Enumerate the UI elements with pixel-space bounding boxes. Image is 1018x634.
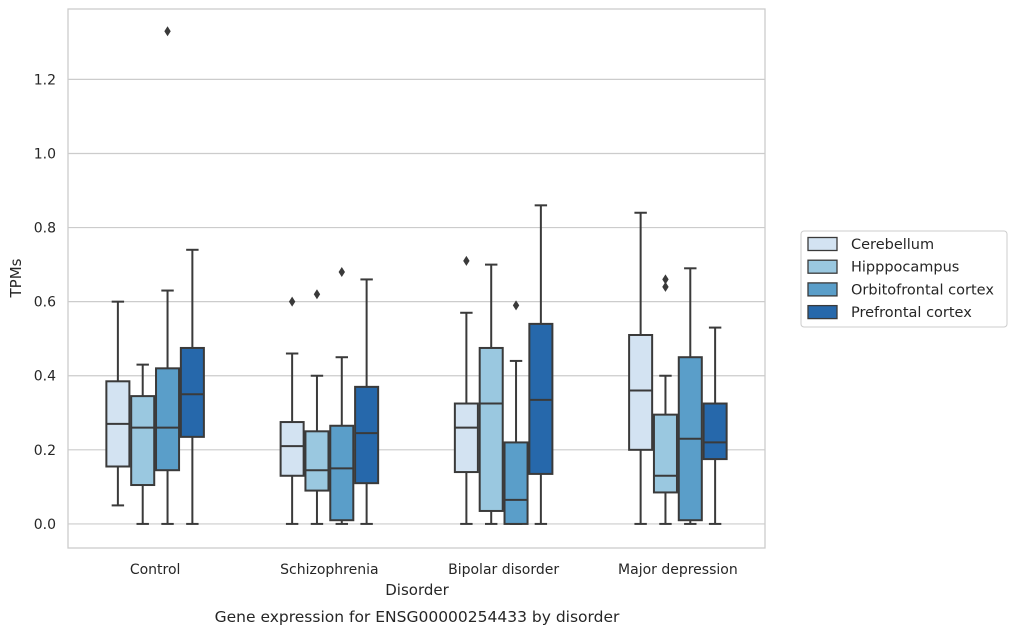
- x-tick-label: Control: [130, 562, 181, 578]
- outlier-point: [463, 255, 470, 266]
- box-orbitofrontal-cortex-control: [155, 26, 181, 525]
- legend: Cerebellum Hipppocampus Orbitofrontal cort…: [800, 230, 1008, 328]
- y-tick-label: 0.0: [34, 517, 56, 533]
- x-axis-label: Disorder: [385, 581, 449, 599]
- x-tick-labels: Control Schizophrenia Bipolar disorder Majo…: [130, 562, 738, 578]
- legend-frame: [800, 230, 1008, 328]
- outlier-point: [512, 300, 520, 311]
- chart-caption: Gene expression for ENSG00000254433 by d…: [215, 608, 620, 626]
- box-cerebellum-control: [105, 300, 131, 507]
- legend-label: Hipppocampus: [851, 260, 959, 276]
- box-hipppocampus-control: [130, 363, 156, 525]
- y-tick-label: 0.8: [34, 221, 56, 237]
- box-orbitofrontal-cortex-major-depression: [677, 267, 703, 525]
- iqr-box: [354, 385, 380, 485]
- iqr-box: [155, 367, 181, 472]
- y-tick-label: 0.4: [34, 369, 56, 385]
- y-tick-label: 0.2: [34, 443, 56, 459]
- legend-swatch: [807, 304, 838, 320]
- iqr-box: [702, 402, 728, 461]
- iqr-box: [478, 346, 504, 512]
- iqr-box: [453, 402, 479, 474]
- box-prefrontal-cortex-bipolar-disorder: [528, 204, 554, 525]
- box-orbitofrontal-cortex-bipolar-disorder: [503, 300, 529, 525]
- outlier-point: [164, 26, 171, 37]
- iqr-box: [279, 421, 305, 477]
- iqr-box: [329, 424, 355, 522]
- legend-swatch: [807, 259, 838, 274]
- box-hipppocampus-schizophrenia: [304, 289, 330, 525]
- iqr-box: [628, 333, 654, 451]
- box-prefrontal-cortex-schizophrenia: [354, 278, 380, 525]
- iqr-box: [503, 441, 529, 525]
- y-tick-labels: 0.0 0.2 0.4 0.6 0.8 1.0 1.2: [34, 72, 56, 533]
- iqr-box: [179, 346, 205, 438]
- box-prefrontal-cortex-control: [179, 248, 205, 525]
- box-orbitofrontal-cortex-schizophrenia: [329, 267, 355, 525]
- legend-label: Orbitofrontal cortex: [851, 282, 994, 298]
- box-cerebellum-bipolar-disorder: [453, 255, 479, 525]
- outlier-point: [288, 296, 296, 307]
- box-prefrontal-cortex-major-depression: [702, 326, 728, 525]
- plot-frame: [67, 8, 766, 549]
- outlier-point: [313, 289, 321, 300]
- box-cerebellum-schizophrenia: [279, 296, 305, 525]
- y-tick-label: 1.2: [34, 72, 56, 88]
- y-axis-label: TPMs: [7, 258, 25, 298]
- y-tick-label: 1.0: [34, 146, 56, 162]
- outlier-point: [662, 274, 669, 285]
- outlier-point: [662, 281, 669, 292]
- box-hipppocampus-bipolar-disorder: [478, 263, 504, 525]
- x-tick-label: Major depression: [618, 562, 738, 578]
- x-tick-label: Bipolar disorder: [448, 562, 559, 578]
- legend-swatch: [807, 236, 838, 252]
- legend-label: Prefrontal cortex: [851, 305, 972, 321]
- legend-label: Cerebellum: [851, 237, 934, 253]
- legend-swatch: [807, 282, 838, 297]
- x-tick-label: Schizophrenia: [280, 562, 378, 578]
- iqr-box: [652, 413, 678, 494]
- iqr-box: [304, 430, 330, 492]
- box-groups: [105, 26, 728, 525]
- outlier-point: [338, 267, 345, 278]
- iqr-box: [130, 395, 156, 487]
- box-hipppocampus-major-depression: [652, 274, 678, 525]
- y-tick-label: 0.6: [34, 295, 56, 311]
- box-cerebellum-major-depression: [628, 211, 654, 525]
